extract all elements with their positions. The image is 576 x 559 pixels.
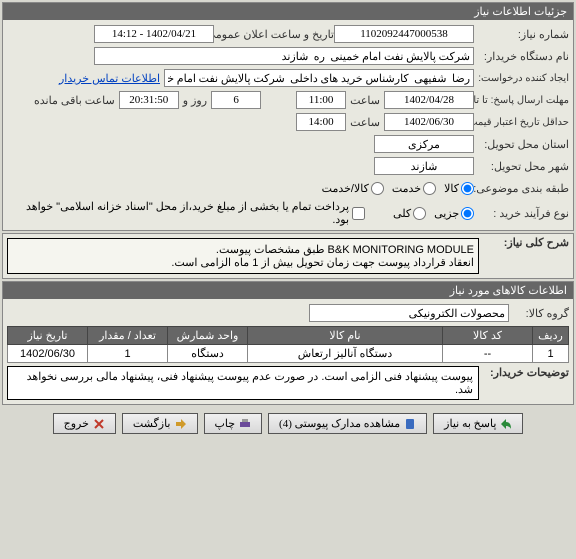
desc-line1: B&K MONITORING MODULE طبق مشخصات پیوست. bbox=[12, 243, 474, 256]
exit-button[interactable]: خروج bbox=[53, 413, 116, 434]
pay-check[interactable]: پرداخت تمام یا بخشی از مبلغ خرید،از محل … bbox=[7, 200, 365, 226]
opt-both-radio[interactable]: کالا/خدمت bbox=[322, 182, 384, 195]
announce-label: تاریخ و ساعت اعلان عمومی: bbox=[214, 28, 334, 41]
min-credit-label: حداقل تاریخ اعتبار قیمت: تا تاریخ: bbox=[474, 117, 569, 128]
goods-table: ردیف کد کالا نام کالا واحد شمارش تعداد /… bbox=[7, 326, 569, 363]
need-no-label: شماره نیاز: bbox=[474, 28, 569, 41]
reply-icon bbox=[500, 418, 512, 430]
creator-label: ایجاد کننده درخواست: bbox=[474, 73, 569, 84]
remain-time-field[interactable] bbox=[119, 91, 179, 109]
min-credit-date-field[interactable] bbox=[384, 113, 474, 131]
rooz-label: روز و bbox=[179, 94, 211, 107]
buyer-note: پیوست پیشنهاد فنی الزامی است. در صورت عد… bbox=[7, 366, 479, 400]
table-row[interactable]: 1 -- دستگاه آنالیز ارتعاش دستگاه 1 1402/… bbox=[8, 345, 569, 363]
buyer-label: نام دستگاه خریدار: bbox=[474, 50, 569, 63]
buyer-field[interactable] bbox=[94, 47, 474, 65]
back-icon bbox=[175, 418, 187, 430]
back-button[interactable]: بازگشت bbox=[122, 413, 198, 434]
announce-field[interactable] bbox=[94, 25, 214, 43]
contact-link[interactable]: اطلاعات تماس خریدار bbox=[59, 72, 160, 85]
need-details-panel: جزئیات اطلاعات نیاز شماره نیاز: تاریخ و … bbox=[2, 2, 574, 231]
th-qty: تعداد / مقدار bbox=[88, 327, 168, 345]
group-field[interactable] bbox=[309, 304, 509, 322]
th-name: نام کالا bbox=[248, 327, 443, 345]
days-field[interactable] bbox=[211, 91, 261, 109]
cls-label: طبقه بندی موضوعی: bbox=[474, 182, 569, 195]
deadline-date-field[interactable] bbox=[384, 91, 474, 109]
button-bar: پاسخ به نیاز مشاهده مدارک پیوستی (4) چاپ… bbox=[0, 407, 576, 436]
saat-label-1: ساعت bbox=[346, 94, 384, 107]
loc-label: استان محل تحویل: bbox=[474, 138, 569, 151]
attach-icon bbox=[404, 418, 416, 430]
panel1-title: جزئیات اطلاعات نیاز bbox=[3, 3, 573, 20]
loc-city-field[interactable] bbox=[374, 157, 474, 175]
desc-box: B&K MONITORING MODULE طبق مشخصات پیوست. … bbox=[7, 238, 479, 274]
opt-partial-radio[interactable]: جزیی bbox=[434, 207, 474, 220]
reply-button[interactable]: پاسخ به نیاز bbox=[433, 413, 523, 434]
desc-line2: انعقاد قرارداد پیوست جهت زمان تحویل بیش … bbox=[12, 256, 474, 269]
opt-goods-radio[interactable]: کالا bbox=[444, 182, 474, 195]
proc-label: نوع فرآیند خرید : bbox=[474, 207, 569, 220]
exit-icon bbox=[93, 418, 105, 430]
th-date: تاریخ نیاز bbox=[8, 327, 88, 345]
desc-title-label: شرح کلی نیاز: bbox=[479, 236, 569, 249]
need-no-field[interactable] bbox=[334, 25, 474, 43]
print-button[interactable]: چاپ bbox=[204, 413, 263, 434]
panel3-title: اطلاعات کالاهای مورد نیاز bbox=[3, 282, 573, 299]
deadline-label: مهلت ارسال پاسخ: تا تاریخ: bbox=[474, 95, 569, 106]
group-label: گروه کالا: bbox=[509, 307, 569, 320]
creator-field[interactable] bbox=[164, 69, 474, 87]
deadline-time-field[interactable] bbox=[296, 91, 346, 109]
th-rownum: ردیف bbox=[533, 327, 569, 345]
loc-prov-field[interactable] bbox=[374, 135, 474, 153]
opt-full-radio[interactable]: کلی bbox=[393, 207, 426, 220]
min-credit-time-field[interactable] bbox=[296, 113, 346, 131]
remain-label: ساعت باقی مانده bbox=[30, 94, 119, 107]
goods-panel: اطلاعات کالاهای مورد نیاز گروه کالا: ردی… bbox=[2, 281, 574, 405]
saat-label-2: ساعت bbox=[346, 116, 384, 129]
th-unit: واحد شمارش bbox=[168, 327, 248, 345]
opt-service-radio[interactable]: خدمت bbox=[392, 182, 436, 195]
attach-button[interactable]: مشاهده مدارک پیوستی (4) bbox=[268, 413, 427, 434]
note-label: توضیحات خریدار: bbox=[479, 366, 569, 379]
city-label: شهر محل تحویل: bbox=[474, 160, 569, 173]
print-icon bbox=[239, 418, 251, 430]
th-code: کد کالا bbox=[443, 327, 533, 345]
need-desc-panel: شرح کلی نیاز: B&K MONITORING MODULE طبق … bbox=[2, 233, 574, 279]
